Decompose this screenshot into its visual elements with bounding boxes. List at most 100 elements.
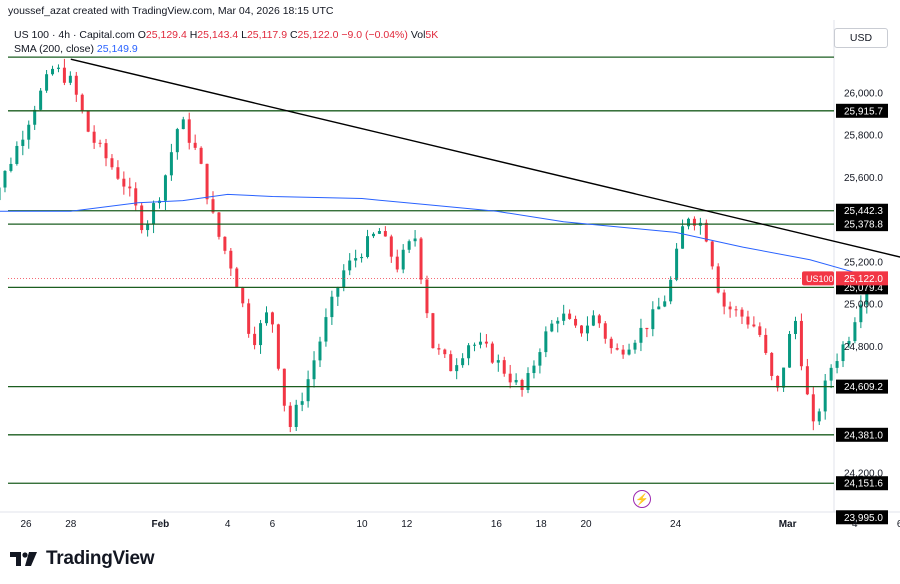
candle-body	[585, 325, 589, 334]
candle-body	[92, 131, 96, 143]
tradingview-logo-text: TradingView	[46, 548, 155, 569]
candle-body	[496, 360, 500, 363]
trendline[interactable]	[70, 58, 900, 321]
candle-body	[39, 90, 43, 110]
candle-body	[829, 367, 833, 381]
candle-body	[360, 256, 364, 259]
candle-body	[615, 348, 619, 350]
candle-body	[704, 222, 708, 242]
ohlc-legend: US 100 · 4h · Capital.com O25,129.4 H25,…	[14, 29, 438, 41]
candle-body	[389, 236, 393, 257]
candle-body	[621, 349, 625, 355]
candle-body	[484, 341, 488, 344]
candle-body	[805, 366, 809, 395]
candle-body	[45, 74, 49, 91]
candle-body	[811, 394, 815, 422]
candle-body	[734, 309, 738, 311]
sma-value: 25,149.9	[96, 43, 138, 55]
level-badge-label: 25,079.4	[844, 283, 883, 294]
candle-body	[354, 258, 358, 261]
candle-body	[229, 250, 233, 269]
candle-body	[27, 124, 31, 140]
candle-body	[443, 349, 447, 355]
candle-body	[419, 238, 423, 280]
tradingview-logo[interactable]: TradingView	[10, 548, 155, 570]
candle-body	[211, 199, 215, 213]
candle-body	[817, 411, 821, 422]
candle-body	[21, 139, 25, 146]
candle-body	[62, 67, 66, 83]
candle-body	[722, 292, 726, 307]
candle-body	[187, 119, 191, 143]
candle-body	[9, 163, 13, 171]
close-value: 25,122.0	[297, 29, 339, 41]
candle-body	[199, 147, 203, 164]
candle-body	[324, 317, 328, 342]
candle-body	[342, 270, 346, 288]
candle-body	[526, 373, 530, 390]
candle-body	[580, 325, 584, 334]
level-badge	[836, 379, 888, 394]
candle-body	[336, 287, 340, 297]
candle-body	[56, 67, 60, 69]
candle-body	[413, 238, 417, 242]
candle-body	[122, 178, 126, 187]
sma-legend[interactable]: SMA (200, close) 25,149.9	[14, 43, 138, 55]
candle-body	[110, 158, 114, 168]
x-tick-label: 18	[536, 519, 548, 530]
candle-body	[740, 309, 744, 317]
x-tick-label: 26	[20, 519, 32, 530]
candle-body	[550, 323, 554, 332]
candle-body	[348, 260, 352, 271]
level-badge-label: 25,915.7	[844, 106, 883, 117]
x-tick-label: 6	[270, 519, 276, 530]
level-badge	[836, 476, 888, 491]
x-tick-label: Mar	[779, 519, 797, 530]
y-tick-label: 24,200.0	[844, 469, 883, 480]
candle-body	[473, 344, 477, 346]
candle-body	[669, 279, 673, 302]
y-tick-label: 25,600.0	[844, 173, 883, 184]
low-label: L	[241, 29, 247, 41]
candle-body	[752, 324, 756, 327]
candle-body	[793, 320, 797, 334]
candle-body	[74, 75, 78, 95]
x-tick-label: 28	[65, 519, 77, 530]
symbol-title[interactable]: US 100 · 4h · Capital.com	[14, 29, 135, 41]
candle-body	[574, 318, 578, 326]
candle-body	[264, 312, 268, 324]
level-badge-label: 25,442.3	[844, 206, 883, 217]
volume-label: Vol	[410, 29, 426, 41]
candle-body	[692, 218, 696, 226]
high-label: H	[189, 29, 198, 41]
candle-body	[51, 68, 55, 75]
candle-body	[633, 342, 637, 350]
low-value: 25,117.9	[246, 29, 288, 41]
level-badge-label: 24,381.0	[844, 430, 883, 441]
candle-body	[823, 380, 827, 412]
candle-body	[686, 218, 690, 227]
price-badge-label: 23,995.0	[844, 513, 883, 524]
x-tick-label: 10	[356, 519, 368, 530]
lightning-icon[interactable]: ⚡	[633, 490, 651, 508]
candle-body	[478, 341, 482, 345]
candle-body	[425, 279, 429, 314]
currency-button[interactable]: USD	[834, 28, 888, 48]
sma-label: SMA (200, close)	[14, 43, 94, 55]
candle-body	[253, 333, 257, 346]
candle-body	[556, 320, 560, 324]
candle-body	[651, 309, 655, 330]
candle-body	[276, 324, 280, 369]
candle-body	[247, 303, 251, 334]
candle-body	[116, 167, 120, 179]
candle-body	[562, 313, 566, 321]
candle-body	[597, 315, 601, 324]
candle-body	[538, 352, 542, 366]
candle-body	[259, 323, 263, 346]
open-value: 25,129.4	[145, 29, 187, 41]
candle-body	[461, 358, 465, 366]
sma-200-line[interactable]	[0, 193, 855, 273]
candle-body	[288, 405, 292, 427]
